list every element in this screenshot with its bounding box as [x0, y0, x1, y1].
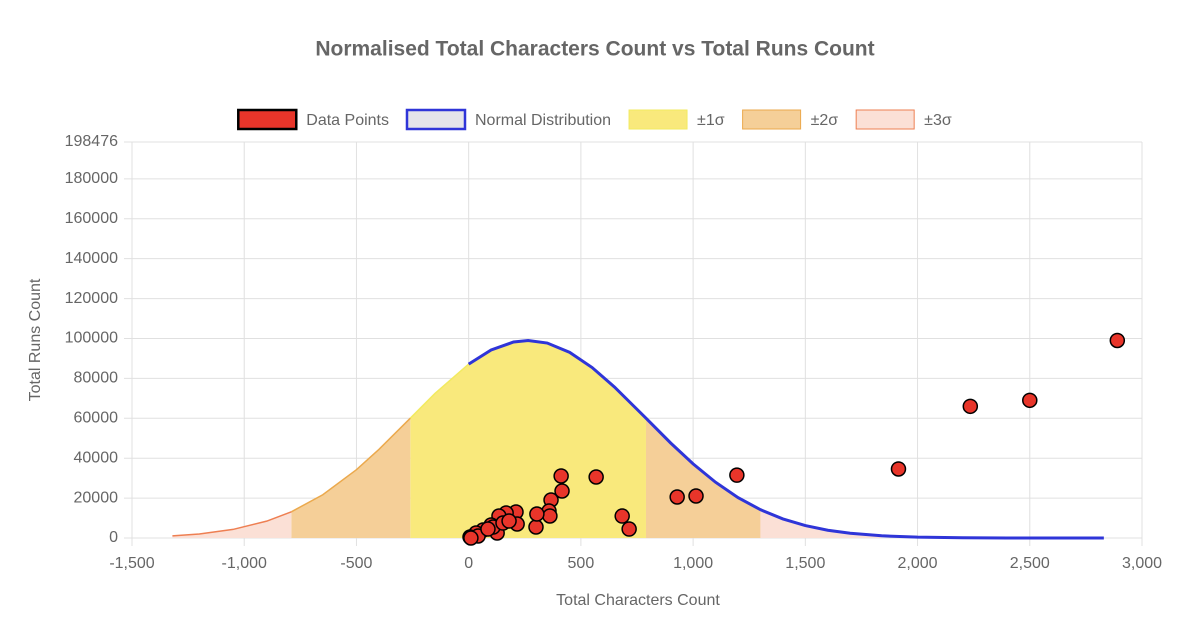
curve: [467, 338, 1104, 540]
x-tick-label: 500: [568, 555, 595, 572]
legend-label: ±2σ: [811, 112, 839, 129]
data-point: [542, 508, 558, 524]
data-point: [614, 508, 630, 524]
y-tick-label: 160000: [65, 210, 118, 227]
y-tick-label: 140000: [65, 250, 118, 267]
legend-swatch: [742, 109, 802, 130]
x-tick-label: 2,000: [898, 555, 938, 572]
data-point: [621, 521, 637, 537]
y-tick-label: 100000: [65, 330, 118, 347]
legend-swatch: [237, 108, 298, 131]
data-point: [1109, 332, 1126, 349]
band-area: [172, 509, 882, 538]
data-point: [480, 521, 496, 537]
x-tick-label: 0: [464, 555, 473, 572]
y-tick-label: 20000: [74, 489, 119, 506]
chart-title: Normalised Total Characters Count vs Tot…: [315, 38, 874, 61]
data-point: [1022, 392, 1038, 409]
legend-swatch: [405, 108, 467, 131]
x-tick-label: -1,500: [109, 555, 154, 572]
y-tick-label: 60000: [74, 410, 119, 427]
x-tick-label: 2,500: [1010, 555, 1050, 572]
y-tick-label: 0: [109, 529, 118, 546]
x-tick-label: -500: [340, 555, 372, 572]
data-point: [529, 506, 545, 522]
data-point: [890, 461, 907, 477]
band-area: [291, 418, 761, 538]
data-point: [588, 469, 604, 485]
legend-label: Normal Distribution: [475, 112, 611, 129]
legend-label: ±1σ: [697, 112, 725, 129]
x-tick-label: 3,000: [1122, 555, 1162, 572]
data-point: [463, 530, 479, 546]
data-point: [669, 489, 685, 505]
data-point: [528, 519, 544, 535]
legend-swatch: [855, 109, 915, 130]
data-point: [554, 483, 570, 499]
x-tick-label: -1,000: [222, 555, 267, 572]
data-point: [688, 488, 704, 504]
data-point: [962, 398, 979, 415]
x-tick-label: 1,000: [673, 555, 713, 572]
legend: Data Points Normal Distribution ±1σ ±2σ ±3σ: [237, 108, 952, 131]
data-point: [553, 468, 569, 484]
legend-label: Data Points: [306, 112, 389, 129]
y-tick-label: 40000: [74, 449, 119, 466]
y-tick-label: 80000: [74, 370, 119, 387]
band-area: [410, 340, 646, 538]
x-tick-label: 1,500: [785, 555, 825, 572]
x-axis-label: Total Characters Count: [556, 592, 720, 609]
data-point: [501, 513, 517, 529]
legend-label: ±3σ: [924, 112, 952, 129]
data-point: [729, 467, 745, 483]
y-axis-label: Total Runs Count: [27, 278, 44, 401]
y-tick-label: 180000: [65, 170, 118, 187]
legend-swatch: [628, 109, 688, 130]
y-tick-label: 120000: [65, 290, 118, 307]
y-tick-label: 198476: [65, 133, 118, 150]
